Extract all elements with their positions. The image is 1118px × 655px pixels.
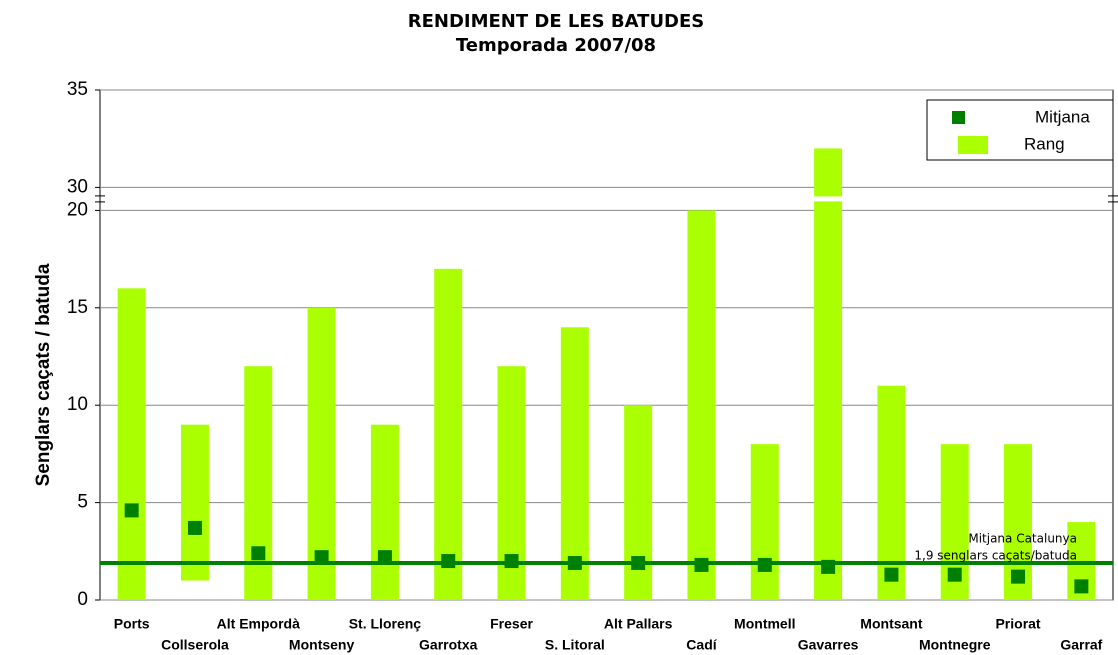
range-bar [624, 405, 653, 600]
x-tick-label: Cadí [686, 637, 717, 653]
x-tick-label: St. Llorenç [349, 616, 422, 632]
range-bar [814, 148, 843, 600]
range-bar [180, 424, 209, 581]
annotation: Mitjana Catalunya [968, 532, 1077, 546]
range-bar [370, 424, 399, 600]
x-tick-label: Montmell [734, 616, 795, 632]
mean-marker [567, 555, 582, 570]
x-tick-label: Garraf [1060, 637, 1102, 653]
x-tick-label: Collserola [161, 637, 229, 653]
x-tick-label: Alt Pallars [604, 616, 673, 632]
y-axis-label: Senglars caçats / batuda [33, 263, 54, 486]
y-tick-label: 10 [67, 394, 88, 415]
y-tick-label: 30 [67, 176, 88, 197]
x-tick-label: Ports [114, 616, 150, 632]
mean-marker [631, 555, 646, 570]
x-tick-label: Montsant [860, 616, 923, 632]
legend-swatch [952, 111, 965, 124]
mean-marker [757, 557, 772, 572]
mean-marker [821, 559, 836, 574]
y-tick-label: 5 [77, 492, 88, 513]
legend-label: Mitjana [1035, 107, 1090, 126]
mean-marker [187, 520, 202, 535]
axis-break [101, 196, 1112, 202]
legend-swatch [958, 136, 988, 154]
x-tick-label: Freser [490, 616, 533, 632]
range-bar [434, 268, 463, 600]
mean-marker [504, 554, 519, 569]
mean-marker [884, 567, 899, 582]
y-tick-label: 35 [67, 79, 88, 100]
x-tick-label: Montnegre [919, 637, 991, 653]
mean-marker [694, 557, 709, 572]
annotation: 1,9 senglars caçats/batuda [914, 549, 1077, 563]
range-bar [687, 210, 716, 600]
x-tick-label: Alt Empordà [217, 616, 300, 632]
x-tick-label: Garrotxa [419, 637, 478, 653]
mean-marker [1074, 579, 1089, 594]
y-tick-label: 0 [77, 589, 88, 610]
y-tick-label: 15 [67, 297, 88, 318]
range-bar [750, 444, 779, 600]
range-bar [560, 327, 589, 600]
mean-marker [314, 550, 329, 565]
mean-marker [251, 546, 266, 561]
chart-subtitle: Temporada 2007/08 [456, 35, 656, 56]
mean-marker [377, 550, 392, 565]
mean-marker [947, 567, 962, 582]
legend-label: Rang [1024, 134, 1065, 153]
chart-title: RENDIMENT DE LES BATUDES [408, 11, 705, 32]
y-tick-label: 20 [67, 199, 88, 220]
x-tick-label: Montseny [289, 637, 355, 653]
mean-marker [441, 554, 456, 569]
x-tick-label: S. Litoral [545, 637, 605, 653]
range-bar [117, 288, 146, 600]
x-tick-label: Gavarres [798, 637, 859, 653]
mean-marker [124, 503, 139, 518]
x-tick-label: Priorat [995, 616, 1040, 632]
mean-marker [1011, 569, 1026, 584]
